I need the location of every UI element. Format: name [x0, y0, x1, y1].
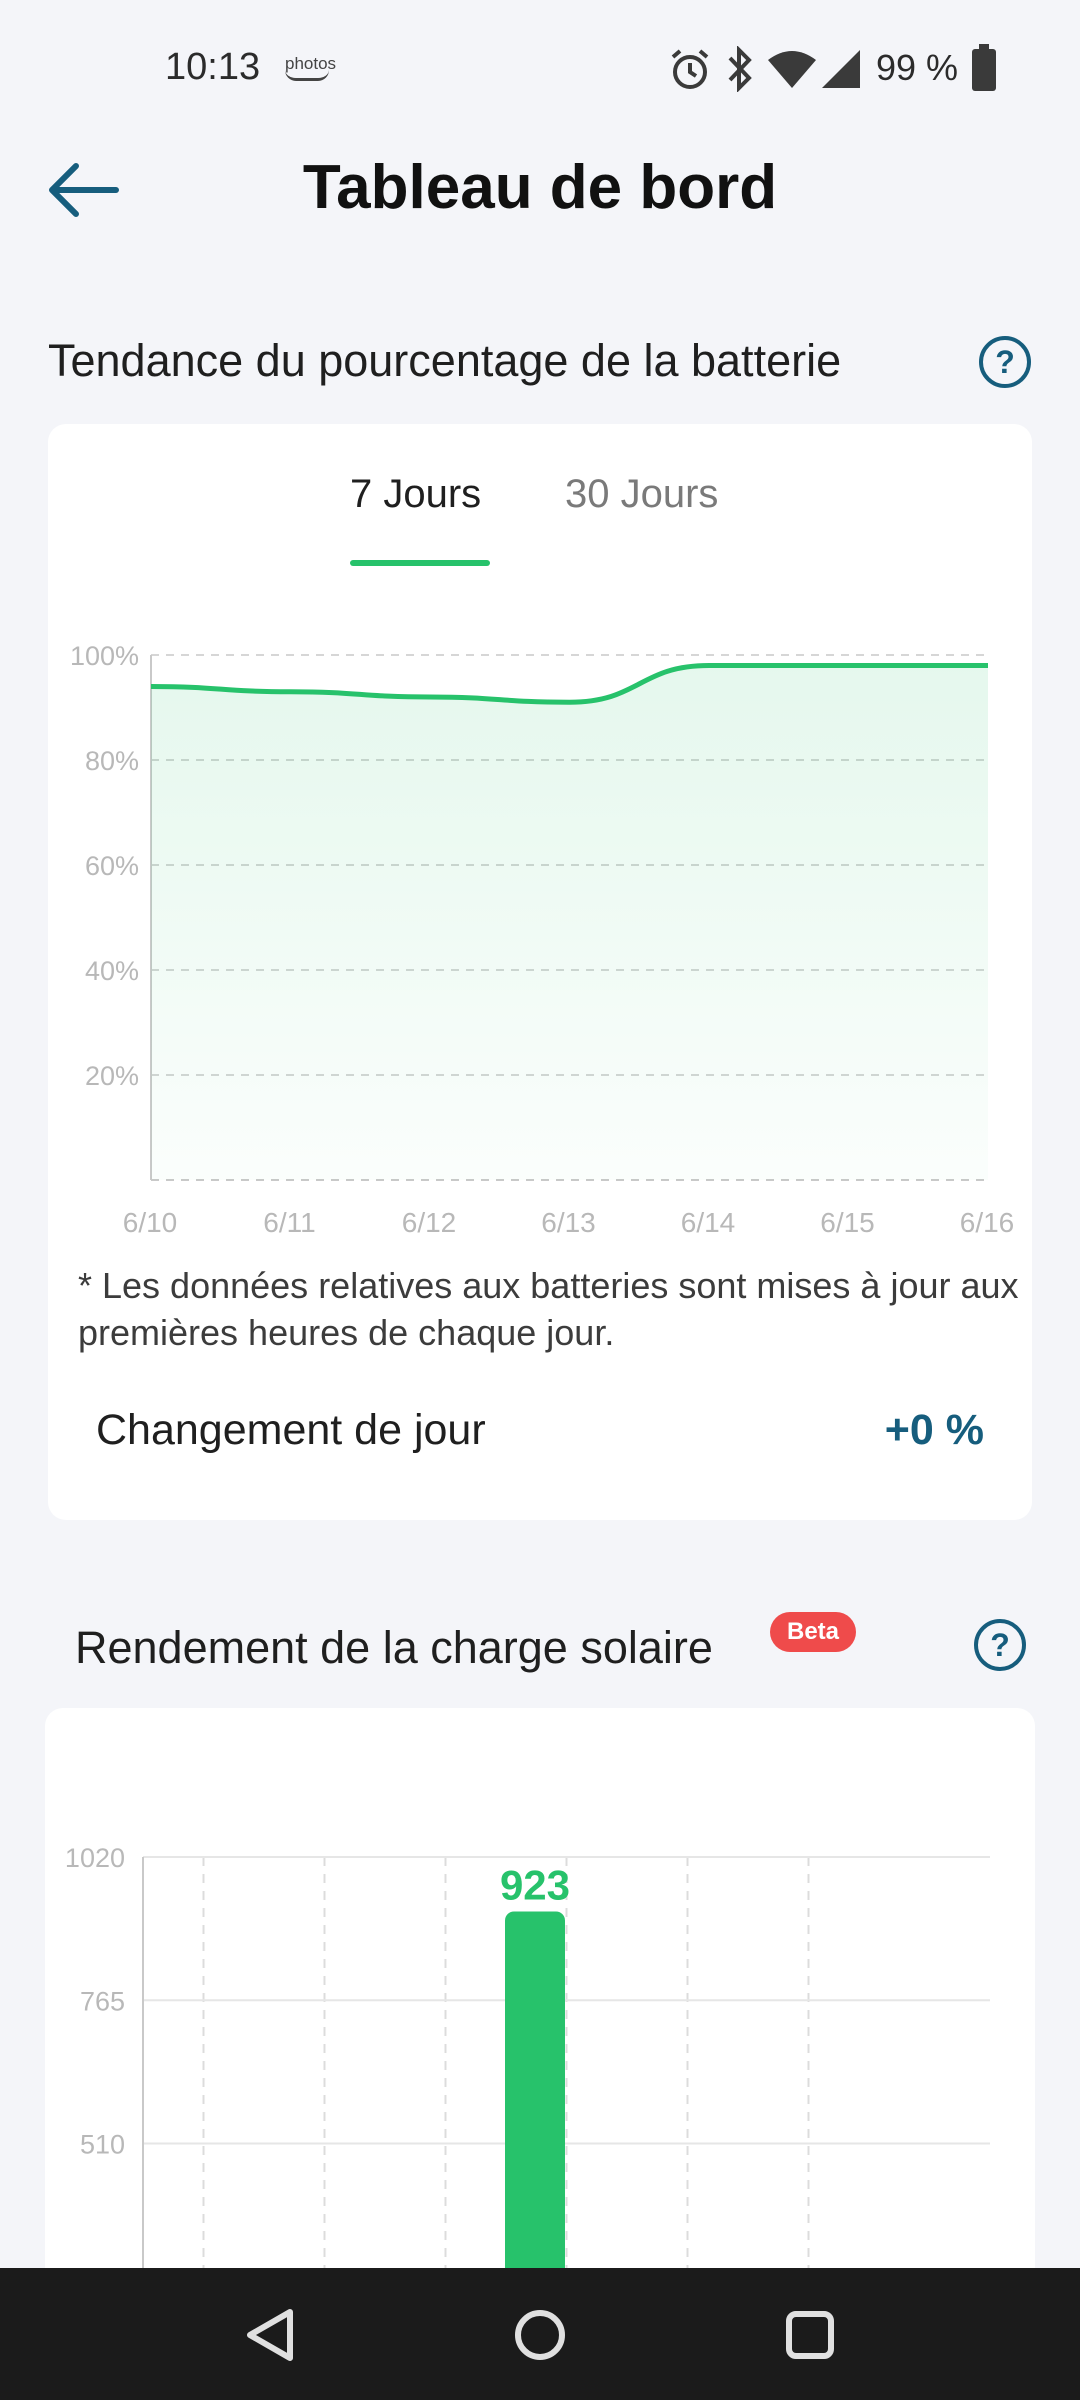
beta-badge: Beta: [770, 1612, 856, 1652]
battery-icon: [972, 44, 996, 91]
y-tick-label: 20%: [85, 1061, 139, 1091]
question-circle-icon[interactable]: ?: [978, 335, 1032, 389]
y-tick-label: 765: [80, 1986, 125, 2016]
solar-yield-chart: 255510765102036923: [65, 1843, 990, 2268]
back-button[interactable]: [44, 155, 124, 225]
x-tick-label: 6/13: [541, 1207, 596, 1238]
nav-recents-icon[interactable]: [775, 2300, 845, 2370]
y-tick-label: 40%: [85, 956, 139, 986]
svg-text:?: ?: [995, 344, 1015, 380]
solar-bar: [505, 1911, 565, 2268]
status-bar: 10:13 photos 99 %: [0, 0, 1080, 130]
x-tick-label: 6/10: [123, 1207, 178, 1238]
x-tick-label: 6/11: [263, 1207, 315, 1238]
tab-7-days[interactable]: 7 Jours: [350, 472, 482, 516]
active-tab-indicator: [350, 560, 490, 566]
page-title: Tableau de bord: [302, 153, 778, 222]
bar-data-label: 923: [500, 1861, 570, 1908]
battery-trend-chart: 20% 40% 60% 80% 100% 6/10 6/11 6/12 6/13 6/14 6/15…: [70, 641, 1015, 1238]
battery-data-note: * Les données relatives aux batteries so…: [78, 1265, 1019, 1353]
daily-change-value: +0 %: [884, 1406, 984, 1454]
alarm-icon: [671, 49, 709, 89]
bluetooth-icon: [728, 46, 752, 92]
y-tick-label: 60%: [85, 851, 139, 881]
nav-back-icon[interactable]: [236, 2300, 306, 2370]
battery-area-fill: [151, 665, 988, 1180]
y-tick-label: 100%: [70, 641, 139, 671]
nav-home-icon[interactable]: [505, 2300, 575, 2370]
arrow-left-icon: [49, 163, 119, 217]
x-tick-label: 6/16: [960, 1207, 1015, 1238]
svg-text:?: ?: [990, 1627, 1010, 1663]
battery-percent: 99 %: [876, 47, 959, 88]
x-tick-label: 6/14: [681, 1207, 736, 1238]
tab-30-days[interactable]: 30 Jours: [565, 472, 719, 516]
question-circle-icon[interactable]: ?: [973, 1618, 1027, 1672]
y-tick-label: 80%: [85, 746, 139, 776]
system-nav-bar: [0, 2268, 1080, 2400]
battery-line: [150, 663, 989, 705]
cell-signal-icon: [822, 50, 860, 88]
solar-yield-title: Rendement de la charge solaire: [75, 1622, 713, 1673]
wifi-icon: [768, 51, 816, 88]
y-tick-label: 1020: [65, 1843, 125, 1873]
photos-notification-icon: photos: [285, 54, 336, 81]
x-tick-label: 6/12: [402, 1207, 457, 1238]
daily-change-label: Changement de jour: [96, 1406, 486, 1454]
battery-trend-title: Tendance du pourcentage de la batterie: [48, 335, 842, 386]
photos-label: photos: [285, 54, 337, 73]
x-tick-label: 6/15: [820, 1207, 875, 1238]
status-time: 10:13: [165, 46, 261, 88]
y-tick-label: 510: [80, 2130, 125, 2160]
